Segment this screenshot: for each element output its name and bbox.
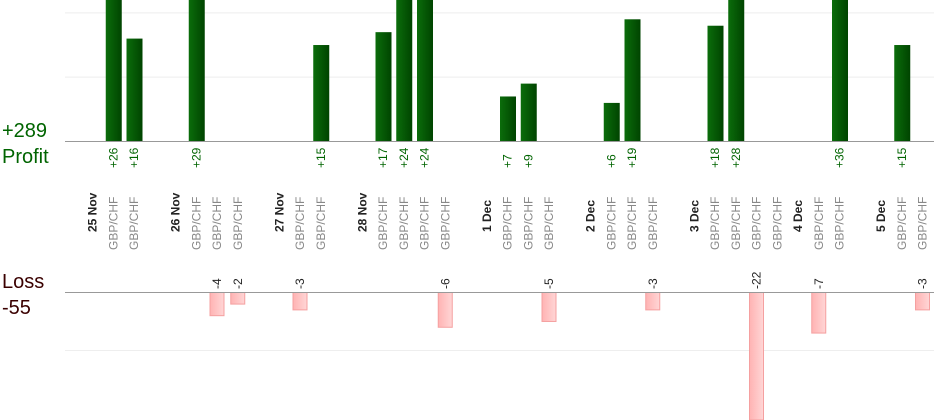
date-label: 26 Nov (169, 192, 183, 232)
symbol-label: GBP/CHF (916, 197, 930, 250)
profit-bar (832, 0, 848, 142)
loss-bar (437, 292, 453, 328)
loss-value-label: -22 (750, 271, 764, 289)
loss-value-label: -3 (646, 278, 660, 289)
profit-total: +289 (2, 120, 47, 142)
loss-bar (811, 292, 827, 334)
profit-bar (417, 0, 433, 142)
profit-value-label: +18 (708, 147, 722, 168)
profit-bar (624, 19, 641, 142)
loss-bar (915, 292, 930, 311)
symbol-label: GBP/CHF (521, 197, 535, 250)
symbol-label: GBP/CHF (729, 197, 743, 250)
loss-bar (541, 292, 557, 322)
symbol-label: GBP/CHF (231, 197, 245, 250)
loss-bar (645, 292, 661, 311)
symbol-label: GBP/CHF (750, 197, 764, 250)
symbol-label: GBP/CHF (501, 197, 515, 250)
symbol-label: GBP/CHF (895, 197, 909, 250)
loss-total: -55 (2, 297, 31, 319)
symbol-label: GBP/CHF (812, 197, 826, 250)
symbol-label: GBP/CHF (708, 197, 722, 250)
symbol-label: GBP/CHF (314, 197, 328, 250)
loss-bar (292, 292, 308, 311)
profit-bar (520, 83, 537, 142)
symbol-label: GBP/CHF (542, 197, 556, 250)
loss-label: Loss (2, 271, 44, 293)
profit-value-label: +36 (833, 147, 847, 168)
loss-value-label: -5 (542, 278, 556, 289)
profit-value-label: +29 (189, 147, 203, 168)
symbol-label: GBP/CHF (438, 197, 452, 250)
symbol-label: GBP/CHF (770, 197, 784, 250)
profit-value-label: +15 (895, 147, 909, 168)
symbol-label: GBP/CHF (418, 197, 432, 250)
profit-bar (126, 38, 143, 142)
profit-value-label: +9 (521, 154, 535, 168)
loss-value-label: -7 (812, 278, 826, 289)
profit-value-label: +24 (397, 147, 411, 168)
profit-value-label: +17 (376, 147, 390, 168)
loss-bar (230, 292, 246, 305)
symbol-label: GBP/CHF (210, 197, 224, 250)
profit-value-label: +24 (418, 147, 432, 168)
loss-value-label: -4 (210, 278, 224, 289)
symbol-label: GBP/CHF (106, 197, 120, 250)
date-label: 1 Dec (480, 200, 494, 232)
profit-bar (375, 32, 392, 142)
profit-bar (603, 102, 620, 142)
symbol-label: GBP/CHF (604, 197, 618, 250)
profit-value-label: +28 (729, 147, 743, 168)
profit-bar (707, 25, 724, 142)
loss-bar (749, 292, 764, 420)
date-label: 28 Nov (355, 192, 369, 232)
date-label: 25 Nov (86, 192, 100, 232)
loss-bar (209, 292, 225, 317)
profit-bar (105, 0, 122, 142)
symbol-label: GBP/CHF (127, 197, 141, 250)
profit-value-label: +19 (625, 147, 639, 168)
loss-value-label: -6 (438, 278, 452, 289)
date-label: 5 Dec (874, 200, 888, 232)
profit-value-label: +26 (106, 147, 120, 168)
profit-bar (188, 0, 205, 142)
symbol-label: GBP/CHF (293, 197, 307, 250)
profit-bar (396, 0, 413, 142)
symbol-label: GBP/CHF (397, 197, 411, 250)
date-label: 27 Nov (272, 192, 286, 232)
symbol-label: GBP/CHF (189, 197, 203, 250)
loss-value-label: -2 (231, 278, 245, 289)
profit-bar (500, 96, 516, 142)
symbol-label: GBP/CHF (625, 197, 639, 250)
loss-value-label: -3 (293, 278, 307, 289)
profit-label: Profit (2, 146, 49, 168)
profit-bar (894, 45, 911, 142)
date-label: 4 Dec (791, 200, 805, 232)
date-label: 2 Dec (584, 200, 598, 232)
date-label: 3 Dec (687, 200, 701, 232)
profit-value-label: +15 (314, 147, 328, 168)
profit-value-label: +16 (127, 147, 141, 168)
profit-bar (313, 45, 330, 142)
profit-value-label: +7 (501, 154, 515, 168)
profit-bar (728, 0, 745, 142)
loss-value-label: -3 (916, 278, 930, 289)
symbol-label: GBP/CHF (376, 197, 390, 250)
symbol-label: GBP/CHF (646, 197, 660, 250)
profit-value-label: +6 (604, 154, 618, 168)
symbol-label: GBP/CHF (833, 197, 847, 250)
